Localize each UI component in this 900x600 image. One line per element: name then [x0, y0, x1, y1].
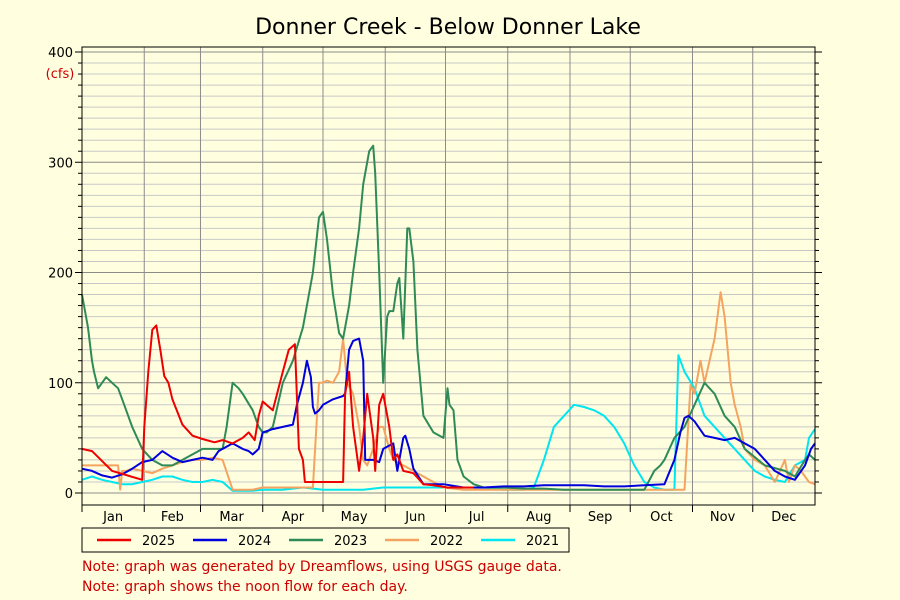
x-tick-label: Oct	[650, 510, 672, 525]
series-line-2024	[81, 337, 816, 489]
y-unit-label: (cfs)	[46, 67, 75, 82]
y-tick-label: 0	[65, 487, 73, 502]
series-line-2023	[81, 144, 816, 491]
axes: 0 100 200 300 400 Jan Feb Mar Apr May Jun Jul Aug Sep…	[48, 46, 822, 525]
x-tick-label: Sep	[588, 510, 613, 525]
legend-label-2023: 2023	[334, 534, 367, 549]
legend-label-2024: 2024	[238, 534, 271, 549]
legend-label-2022: 2022	[430, 534, 463, 549]
x-tick-label: Jun	[404, 510, 425, 525]
x-tick-label: Nov	[710, 510, 736, 525]
x-tick-label: Jul	[468, 510, 485, 525]
x-tick-label: Aug	[526, 510, 551, 525]
series-layer	[81, 144, 816, 492]
legend-label-2021: 2021	[526, 534, 559, 549]
chart-title: Donner Creek - Below Donner Lake	[255, 15, 641, 40]
x-tick-label: Mar	[219, 510, 244, 525]
y-tick-label: 400	[48, 46, 73, 61]
x-tick-label: Apr	[282, 510, 305, 525]
y-tick-label: 300	[48, 156, 73, 171]
note-source: Note: graph was generated by Dreamflows,…	[82, 559, 562, 575]
y-tick-label: 200	[48, 267, 73, 282]
legend: 2025 2024 2023 2022 2021	[81, 527, 570, 553]
y-tick-label: 100	[48, 377, 73, 392]
x-tick-label: May	[341, 510, 368, 525]
legend-label-2025: 2025	[142, 534, 175, 549]
plot-frame	[81, 46, 816, 506]
note-noon-flow: Note: graph shows the noon flow for each…	[82, 579, 408, 595]
x-tick-label: Dec	[771, 510, 796, 525]
series-line-2025	[81, 324, 474, 489]
x-tick-label: Feb	[161, 510, 184, 525]
x-tick-label: Jan	[102, 510, 123, 525]
